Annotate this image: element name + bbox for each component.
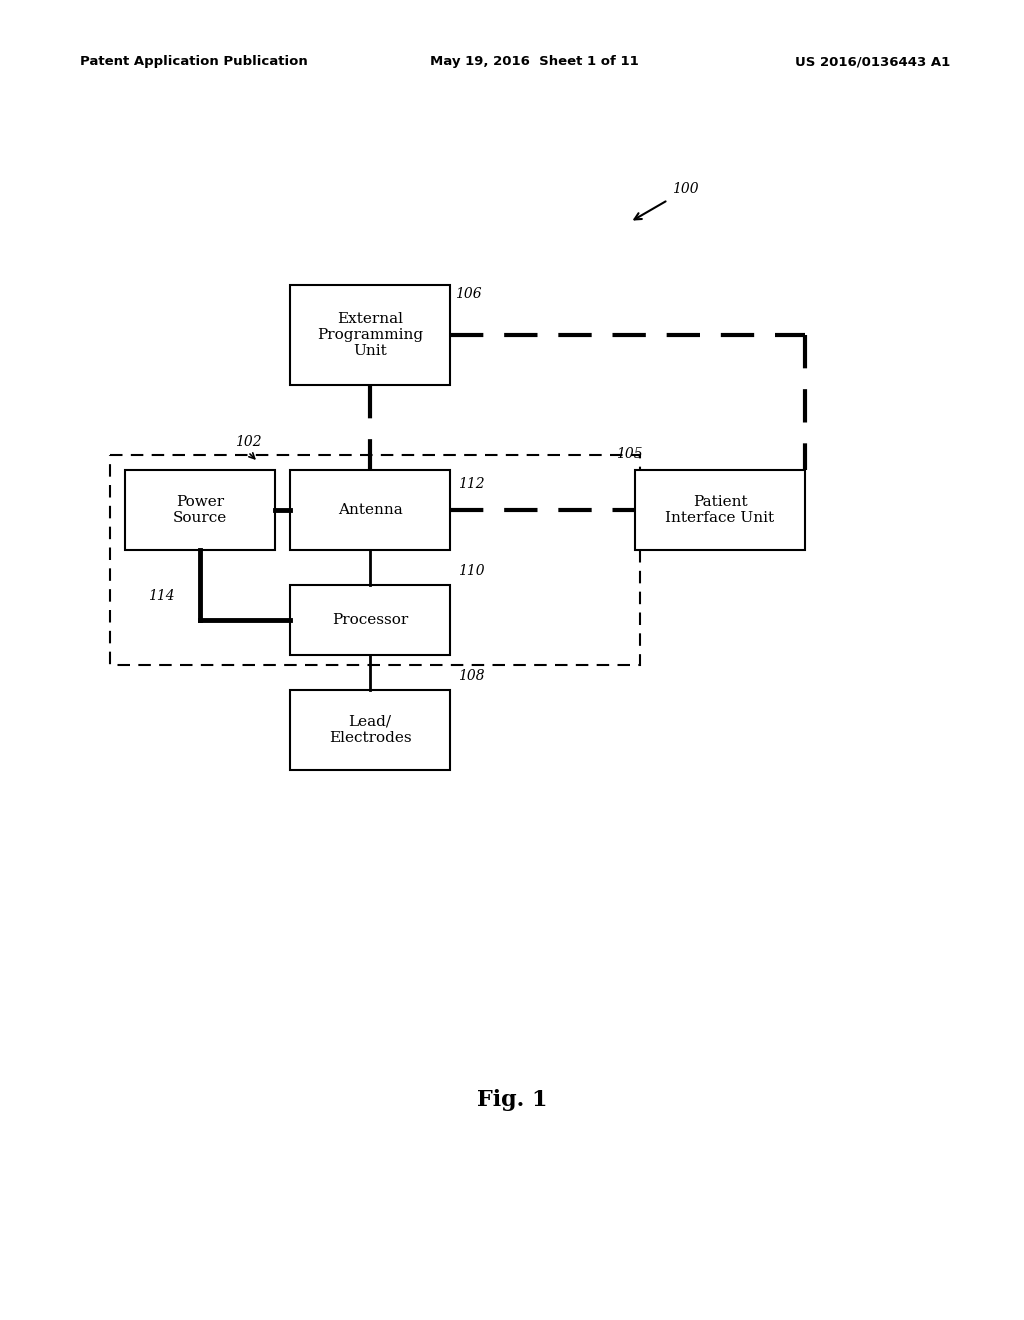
Bar <box>290 585 450 655</box>
Text: 108: 108 <box>458 669 484 682</box>
Text: 110: 110 <box>458 564 484 578</box>
Text: 106: 106 <box>455 286 481 301</box>
Text: Fig. 1: Fig. 1 <box>477 1089 547 1111</box>
Text: Processor: Processor <box>332 612 409 627</box>
Bar <box>635 470 805 550</box>
Text: 102: 102 <box>234 436 261 449</box>
Text: Patent Application Publication: Patent Application Publication <box>80 55 308 69</box>
Bar <box>290 690 450 770</box>
Text: US 2016/0136443 A1: US 2016/0136443 A1 <box>795 55 950 69</box>
Text: External
Programming
Unit: External Programming Unit <box>317 312 423 358</box>
Text: Antenna: Antenna <box>338 503 402 517</box>
Bar <box>290 285 450 385</box>
Text: May 19, 2016  Sheet 1 of 11: May 19, 2016 Sheet 1 of 11 <box>430 55 639 69</box>
Text: Power
Source: Power Source <box>173 495 227 525</box>
Text: 100: 100 <box>672 182 698 195</box>
Text: 114: 114 <box>148 589 175 603</box>
Bar <box>290 470 450 550</box>
Text: 112: 112 <box>458 477 484 491</box>
Bar <box>125 470 275 550</box>
Text: Lead/
Electrodes: Lead/ Electrodes <box>329 715 412 744</box>
Bar <box>110 455 640 665</box>
Text: Patient
Interface Unit: Patient Interface Unit <box>666 495 774 525</box>
Text: 105: 105 <box>616 447 643 461</box>
